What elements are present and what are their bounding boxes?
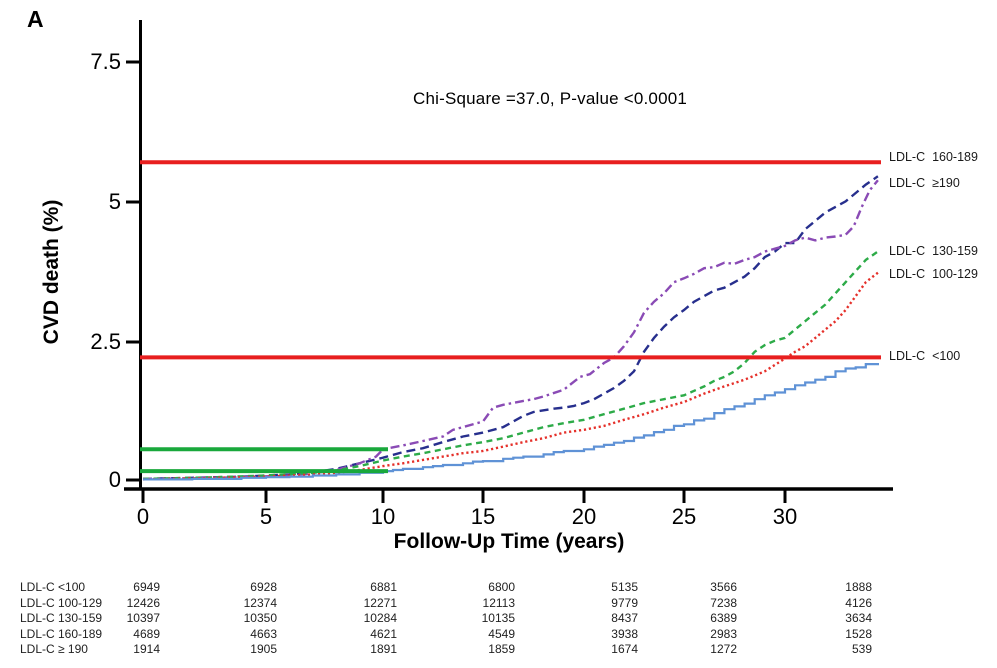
- risk-table-value: 1914: [133, 642, 160, 656]
- chi-square-annotation: Chi-Square =37.0, P-value <0.0001: [412, 89, 688, 108]
- survival-curves: [142, 175, 880, 481]
- risk-table-value: 1888: [845, 580, 872, 594]
- panel-label: A: [27, 6, 44, 32]
- risk-table-value: 2983: [710, 626, 737, 641]
- curve-ldl-c-190: [142, 179, 879, 481]
- risk-table-value: 4663: [250, 626, 277, 641]
- risk-table-value: 10350: [243, 611, 277, 625]
- y-tick-label: 0: [108, 467, 121, 492]
- risk-table-value: 12271: [363, 595, 397, 610]
- risk-table-row-label: LDL-C ≥ 190: [20, 642, 88, 656]
- x-tick-label: 0: [136, 504, 150, 529]
- risk-table-value: 10135: [481, 611, 515, 625]
- curve-end-label: LDL-C 160-189: [889, 150, 978, 164]
- risk-table-value: 12113: [482, 595, 515, 610]
- risk-table-value: 1272: [710, 642, 737, 656]
- risk-table-value: 10397: [126, 611, 160, 625]
- risk-table-value: 1905: [250, 642, 277, 656]
- x-tick-label: 25: [671, 504, 697, 529]
- risk-table-value: 1674: [611, 642, 638, 656]
- risk-table-value: 4549: [488, 626, 515, 641]
- risk-table-row-label: LDL-C 160-189: [20, 626, 103, 641]
- x-axis-title: Follow-Up Time (years): [393, 530, 625, 553]
- risk-table-row-label: LDL-C 100-129: [20, 595, 103, 610]
- risk-table-row-label: LDL-C 130-159: [20, 611, 103, 625]
- curve-ldl-c-130-159: [142, 250, 879, 481]
- risk-table-value: 12426: [126, 595, 160, 610]
- risk-table-value: 3634: [845, 611, 872, 625]
- x-tick-label: 20: [571, 504, 597, 529]
- risk-table-value: 6949: [133, 580, 160, 594]
- risk-table-value: 10284: [363, 611, 397, 625]
- risk-table-value: 4126: [845, 595, 872, 610]
- risk-table-value: 1859: [488, 642, 515, 656]
- risk-table-value: 1891: [370, 642, 397, 656]
- curve-ldl-c-100-129: [142, 271, 879, 481]
- risk-table-value: 6389: [710, 611, 737, 625]
- x-tick-label: 10: [370, 504, 396, 529]
- curve-ldl-c-160-189: [142, 175, 879, 481]
- x-tick-label: 5: [259, 504, 273, 529]
- risk-table-value: 9779: [611, 595, 638, 610]
- risk-table-value: 1528: [845, 626, 872, 641]
- risk-table-value: 5135: [611, 580, 638, 594]
- risk-table-value: 6800: [488, 580, 515, 594]
- risk-table-value: 8437: [611, 611, 638, 625]
- risk-table-value: 539: [851, 642, 872, 656]
- x-tick-label: 15: [470, 504, 496, 529]
- risk-table-value: 6881: [370, 580, 397, 594]
- curve-end-label: LDL-C <100: [889, 349, 961, 363]
- x-tick-label: 30: [772, 504, 798, 529]
- curve-ldl-c-100: [143, 363, 880, 481]
- risk-table-value: 4621: [370, 626, 397, 641]
- risk-table-row-label: LDL-C <100: [20, 580, 86, 594]
- curve-end-label: LDL-C ≥190: [889, 176, 960, 190]
- curve-end-label: LDL-C 100-129: [889, 267, 978, 281]
- risk-table-value: 4689: [133, 626, 160, 641]
- y-tick-label: 2.5: [90, 329, 121, 354]
- y-tick-label: 5: [108, 189, 121, 214]
- y-tick-label: 7.5: [90, 49, 121, 74]
- reference-lines: [140, 160, 881, 474]
- risk-table-value: 12374: [243, 595, 277, 610]
- risk-table-value: 3938: [611, 626, 638, 641]
- curve-end-label: LDL-C 130-159: [889, 244, 978, 258]
- axis-tick-marks: [126, 60, 787, 503]
- risk-table-value: 3566: [710, 580, 737, 594]
- risk-table-value: 6928: [250, 580, 277, 594]
- risk-table-value: 7238: [710, 595, 737, 610]
